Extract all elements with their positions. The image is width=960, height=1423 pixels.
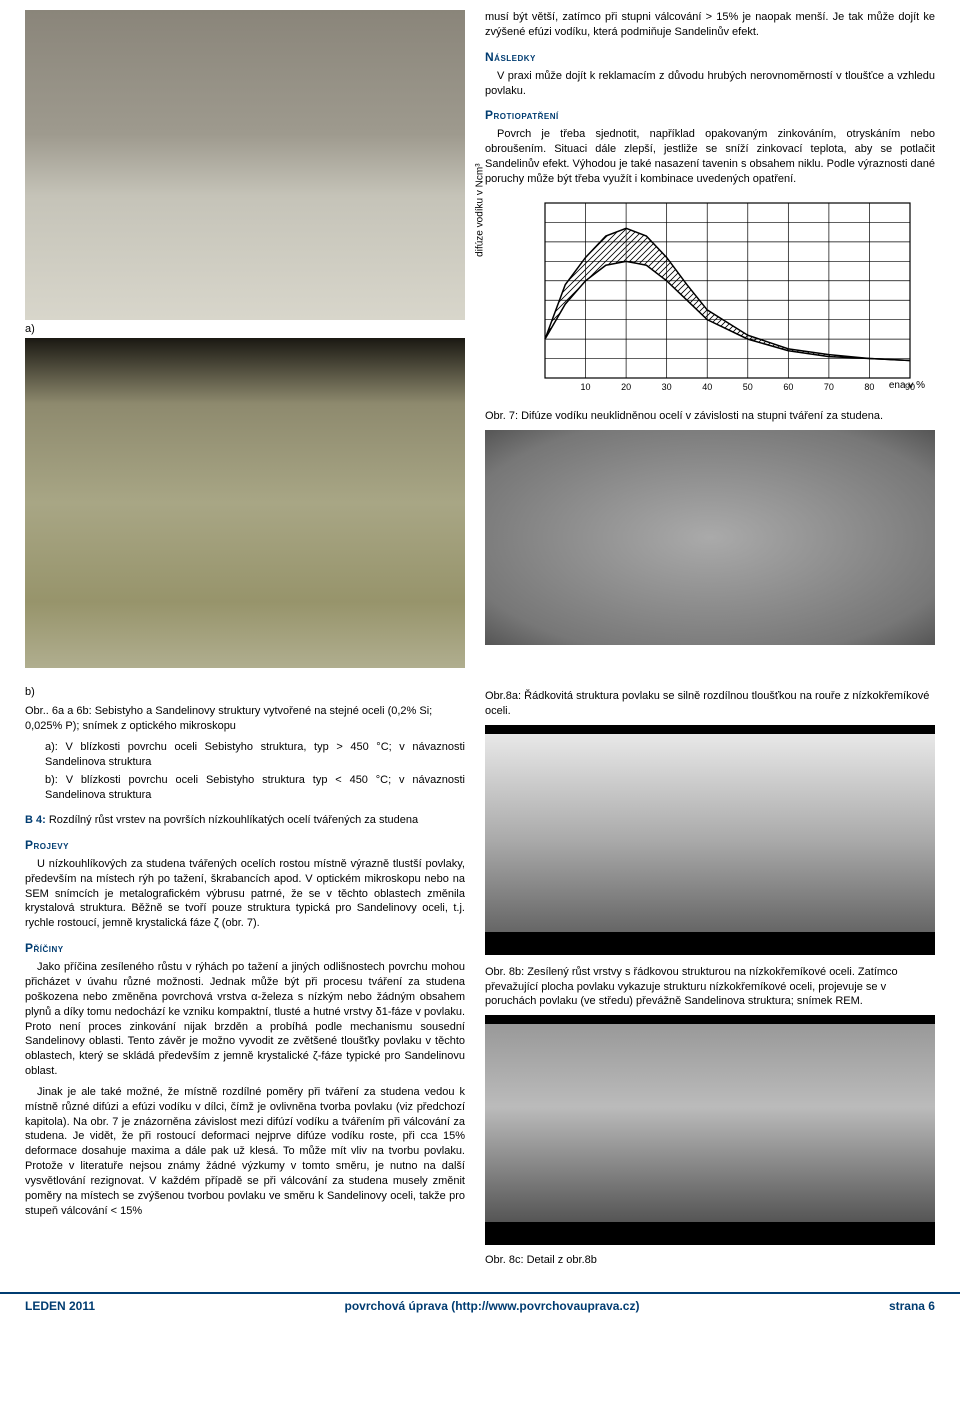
- label-b: b): [25, 686, 465, 698]
- figure-8b-image: [485, 725, 935, 955]
- b4-title: B 4: Rozdílný růst vrstev na površích ní…: [25, 813, 465, 828]
- page-footer: LEDEN 2011 povrchová úprava (http://www.…: [0, 1292, 960, 1323]
- projevy-paragraph: U nízkouhlíkových za studena tvářených o…: [25, 857, 465, 931]
- svg-text:80: 80: [864, 382, 874, 392]
- footer-page: strana 6: [889, 1299, 935, 1313]
- footer-link[interactable]: http://www.povrchovauprava.cz: [455, 1299, 635, 1313]
- label-a: a): [25, 323, 465, 335]
- figure-8a-image: [485, 430, 935, 645]
- nasledky-paragraph: V praxi může dojít k reklamacím z důvodu…: [485, 69, 935, 99]
- svg-text:70: 70: [824, 382, 834, 392]
- footer-date: LEDEN 2011: [25, 1299, 95, 1313]
- intro-paragraph: musí být větší, zatímco při stupni válco…: [485, 10, 935, 40]
- figure-6b-caption: b): V blízkosti povrchu oceli Sebistyho …: [45, 773, 465, 803]
- protiopatreni-heading: Protiopatření: [485, 108, 935, 122]
- figure-6-caption: Obr.. 6a a 6b: Sebistyho a Sandelinovy s…: [25, 704, 465, 734]
- priciny-paragraph-2: Jinak je ale také možné, že místně rozdí…: [25, 1085, 465, 1219]
- b4-title-text: Rozdílný růst vrstev na površích nízkouh…: [46, 814, 418, 826]
- figure-7-caption: Obr. 7: Difúze vodíku neuklidněnou ocelí…: [485, 409, 935, 424]
- protiopatreni-paragraph: Povrch je třeba sjednotit, například opa…: [485, 127, 935, 186]
- priciny-heading: Příčiny: [25, 941, 465, 955]
- figure-8b-caption: Obr. 8b: Zesílený růst vrstvy s řádkovou…: [485, 965, 935, 1010]
- projevy-heading: Projevy: [25, 838, 465, 852]
- svg-text:30: 30: [662, 382, 672, 392]
- figure-8c-image: [485, 1015, 935, 1245]
- figure-6b-image: [25, 338, 465, 668]
- svg-text:10: 10: [581, 382, 591, 392]
- footer-center: povrchová úprava (http://www.povrchovaup…: [345, 1299, 640, 1313]
- svg-text:40: 40: [702, 382, 712, 392]
- figure-8a-caption: Obr.8a: Řádkovitá struktura povlaku se s…: [485, 689, 935, 719]
- svg-text:50: 50: [743, 382, 753, 392]
- figure-6a-image: [25, 10, 465, 320]
- diffusion-chart: 102030405060708090 difúze vodíku v Ncm³ …: [485, 193, 935, 403]
- b4-lead: B 4:: [25, 814, 46, 826]
- svg-text:60: 60: [783, 382, 793, 392]
- nasledky-heading: Následky: [485, 50, 935, 64]
- chart-x-label: ena v %: [889, 380, 925, 391]
- figure-8c-caption: Obr. 8c: Detail z obr.8b: [485, 1253, 935, 1268]
- chart-y-label: difúze vodíku v Ncm³: [475, 163, 486, 256]
- figure-6a-caption: a): V blízkosti povrchu oceli Sebistyho …: [45, 740, 465, 770]
- priciny-paragraph-1: Jako příčina zesíleného růstu v rýhách p…: [25, 960, 465, 1079]
- svg-text:20: 20: [621, 382, 631, 392]
